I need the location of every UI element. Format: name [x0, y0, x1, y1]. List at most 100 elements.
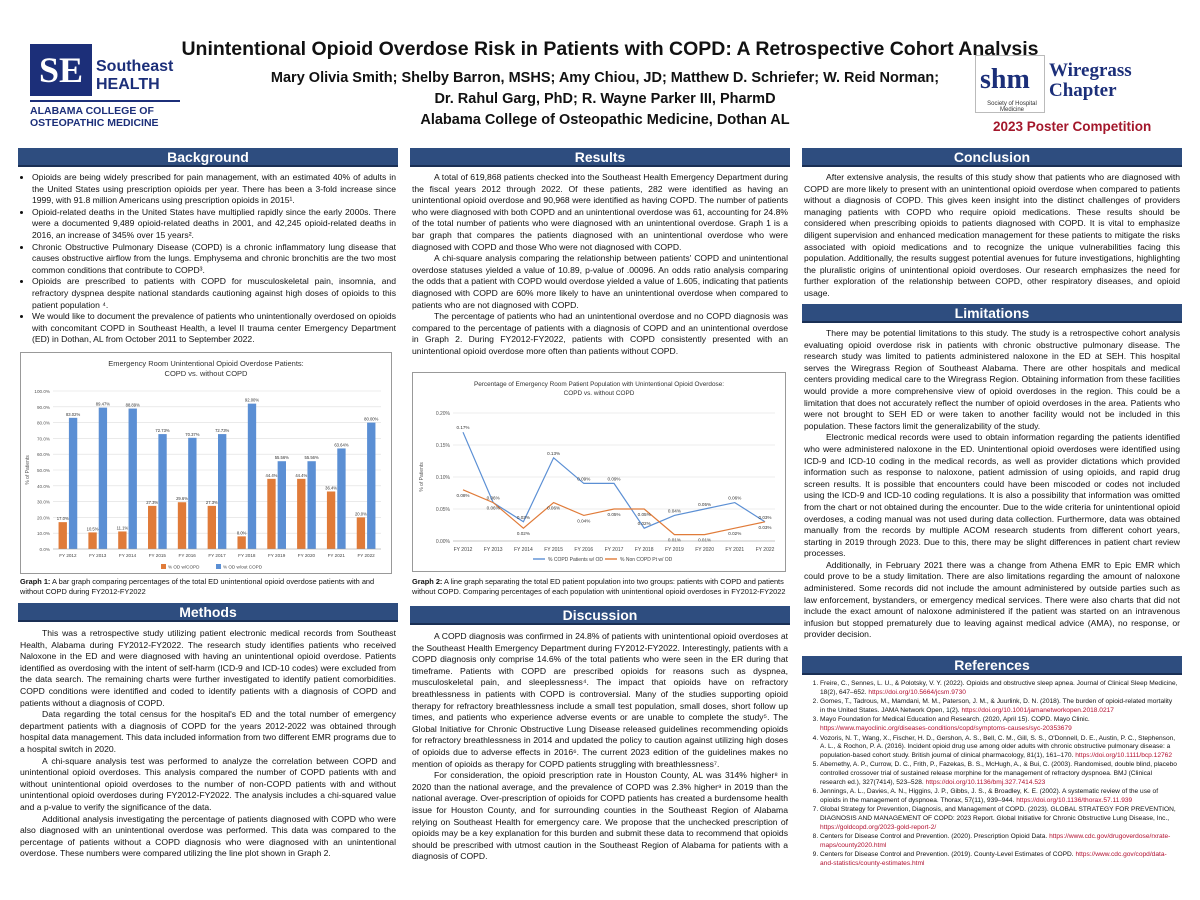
data-label: 72.73%: [215, 428, 229, 433]
reference-link[interactable]: https://doi.org/10.5664/jcsm.9730: [868, 688, 966, 696]
reference-link[interactable]: https://doi.org/10.1001/jamanetworkopen.…: [961, 706, 1114, 714]
x-tick-label: FY 2017: [208, 553, 226, 558]
data-label: 55.56%: [275, 455, 289, 460]
graph1-caption-label: Graph 1:: [20, 577, 51, 586]
graph1-bar-chart: Emergency Room Unintentional Opioid Over…: [25, 359, 381, 570]
x-tick-label: FY 2012: [59, 553, 77, 558]
reference-link[interactable]: https://doi.org/10.1111/bcp.12762: [1075, 751, 1173, 759]
x-tick-label: FY 2013: [484, 547, 503, 553]
bar: [277, 461, 286, 549]
data-label: 89.47%: [96, 402, 110, 407]
legend-label: % OD w/out COPD: [223, 565, 263, 570]
x-tick-label: FY 2017: [605, 547, 624, 553]
reference-link[interactable]: https://www.mayoclinic.org/diseases-cond…: [820, 724, 1072, 732]
results-heading: Results: [410, 148, 790, 167]
y-tick-label: 50.0%: [37, 468, 50, 473]
logo-college-line2: OSTEOPATHIC MEDICINE: [30, 117, 159, 129]
series-line: [462, 489, 766, 536]
data-label: 8.0%: [237, 530, 247, 535]
data-label: 55.56%: [305, 455, 319, 460]
legend-swatch: [161, 564, 166, 569]
data-label: 0.17%: [456, 425, 469, 430]
graph2-frame: Percentage of Emergency Room Patient Pop…: [412, 372, 786, 572]
bar: [177, 502, 187, 549]
conclusion-body: After extensive analysis, the results of…: [804, 172, 1180, 300]
background-bullet: Opioids are prescribed to patients with …: [32, 276, 396, 311]
southeast-health-logo: SE Southeast HEALTH ALABAMA COLLEGE OF O…: [30, 44, 180, 134]
data-label: 0.03%: [517, 515, 530, 520]
reference-link[interactable]: https://doi.org/10.1136/thorax.57.11.939: [1016, 796, 1133, 804]
graph2-caption: Graph 2: A line graph separating the tot…: [412, 577, 788, 596]
references-heading: References: [802, 656, 1182, 675]
reference-text: Global Strategy for Prevention, Diagnosi…: [820, 806, 1176, 822]
data-label: 0.08%: [456, 493, 469, 498]
results-body: A total of 619,868 patients checked into…: [412, 172, 788, 358]
y-tick-label: 0.05%: [436, 507, 451, 513]
data-label: 0.02%: [728, 531, 741, 536]
data-label: 27.3%: [146, 500, 158, 505]
poster-authors: Mary Olivia Smith; Shelby Barron, MSHS; …: [190, 68, 1020, 131]
conclusion-paragraph: After extensive analysis, the results of…: [804, 172, 1180, 298]
bar: [367, 422, 376, 549]
results-paragraph: A total of 619,868 patients checked into…: [412, 172, 788, 252]
background-heading: Background: [18, 148, 398, 167]
x-tick-label: FY 2014: [119, 553, 137, 558]
data-label: 70.37%: [185, 432, 199, 437]
methods-paragraph: Data regarding the total census for the …: [20, 709, 396, 754]
reference-item: Centers for Disease Control and Preventi…: [820, 851, 1178, 868]
x-tick-label: FY 2019: [665, 547, 684, 553]
shm-subtitle: Society of Hospital Medicine: [987, 101, 1037, 113]
data-label: 0.09%: [577, 476, 590, 481]
bar: [267, 478, 276, 549]
data-label: 0.03%: [758, 515, 771, 520]
reference-link[interactable]: https://goldcopd.org/2023-gold-report-2/: [820, 823, 937, 831]
x-tick-label: FY 2021: [328, 553, 346, 558]
reference-link[interactable]: https://www.cdc.gov/drugoverdose/rxrate-…: [820, 833, 1171, 849]
reference-link[interactable]: https://doi.org/10.1136/bmj.327.7414.523: [925, 778, 1046, 786]
methods-paragraph: This was a retrospective study utilizing…: [20, 628, 396, 708]
bar: [297, 478, 306, 549]
data-label: 0.04%: [577, 518, 590, 523]
reference-text: Vozoris, N. T., Wang, X., Fischer, H. D.…: [820, 734, 1176, 759]
bar: [247, 403, 257, 549]
results-paragraph: A chi-square analysis comparing the rela…: [412, 253, 788, 310]
y-tick-label: 70.0%: [37, 436, 50, 441]
data-label: 72.73%: [155, 428, 169, 433]
data-label: 44.4%: [266, 473, 278, 478]
bar: [237, 536, 246, 549]
reference-item: Gomes, T., Tadrous, M., Mamdani, M. M., …: [820, 698, 1178, 715]
graph2-caption-text: A line graph separating the total ED pat…: [412, 577, 786, 596]
graph2-line-chart: Percentage of Emergency Room Patient Pop…: [419, 381, 775, 563]
reference-link[interactable]: https://www.cdc.gov/copd/data-and-statis…: [820, 851, 1167, 867]
background-bullet: Opioid-related deaths in the United Stat…: [32, 207, 396, 242]
data-label: 11.1%: [117, 525, 129, 530]
y-tick-label: 60.0%: [37, 452, 50, 457]
data-label: 88.89%: [126, 403, 140, 408]
bar: [356, 517, 366, 549]
x-tick-label: FY 2012: [454, 547, 473, 553]
methods-paragraph: Additional analysis investigating the pe…: [20, 813, 396, 859]
y-tick-label: 40.0%: [37, 484, 50, 489]
bar: [118, 531, 127, 549]
limitations-body: There may be potential limitations to th…: [804, 328, 1180, 641]
reference-text: Abernethy, A. P., Currow, D. C., Frith, …: [820, 761, 1177, 786]
results-paragraph: The percentage of patients who had an un…: [412, 311, 788, 356]
background-bullets: Opioids are being widely prescribed for …: [20, 172, 396, 346]
reference-item: Global Strategy for Prevention, Diagnosi…: [820, 806, 1178, 832]
data-label: 0.01%: [668, 538, 681, 543]
reference-text: Jennings, A. L., Davies, A. N., Higgins,…: [820, 788, 1159, 804]
y-axis-label: % of Patients: [25, 455, 31, 485]
data-label: 20.0%: [355, 511, 367, 516]
bar: [88, 532, 97, 549]
data-label: 0.05%: [638, 512, 651, 517]
data-label: 0.01%: [698, 538, 711, 543]
chart-subtitle: COPD vs. without COPD: [165, 369, 249, 378]
background-bullet: Opioids are being widely prescribed for …: [32, 172, 396, 207]
reference-text: Gomes, T., Tadrous, M., Mamdani, M. M., …: [820, 698, 1173, 714]
poster-competition: 2023 Poster Competition: [993, 119, 1152, 134]
x-tick-label: FY 2022: [756, 547, 775, 553]
shm-logo: shm Society of Hospital Medicine Wiregra…: [975, 55, 1170, 135]
bar: [207, 505, 216, 549]
data-label: 0.06%: [728, 496, 741, 501]
data-label: 0.02%: [638, 521, 651, 526]
